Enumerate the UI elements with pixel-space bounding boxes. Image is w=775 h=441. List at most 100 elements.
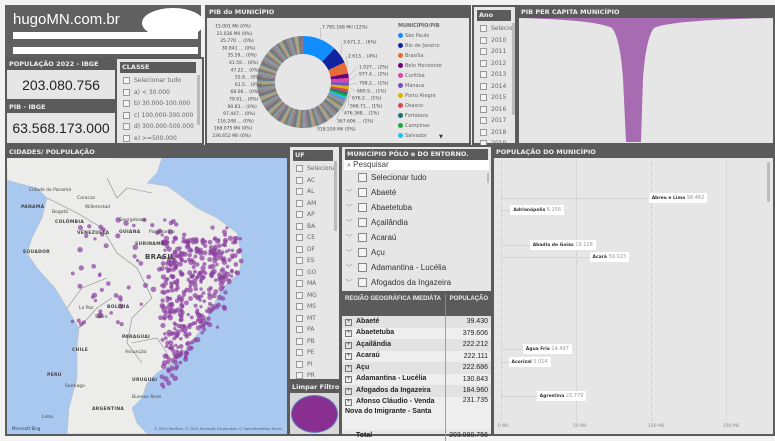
city-dot[interactable] [174, 366, 178, 370]
city-dot[interactable] [221, 280, 225, 284]
legend-item[interactable]: Osasco [398, 101, 442, 111]
city-dot[interactable] [167, 247, 172, 252]
point-label[interactable]: Água Fria 14.497 [523, 344, 572, 354]
city-dot[interactable] [162, 314, 167, 319]
column-header-region[interactable]: REGIÃO GEOGRÁFICA IMEDIÁTA [342, 294, 446, 316]
city-dot[interactable] [197, 295, 201, 299]
city-dot[interactable] [179, 317, 184, 322]
checkbox[interactable] [296, 315, 303, 322]
city-dot[interactable] [222, 305, 227, 310]
city-dot[interactable] [200, 239, 205, 244]
checkbox[interactable] [480, 60, 487, 67]
legend-item[interactable]: Porto Alegre [398, 91, 442, 101]
city-dot[interactable] [210, 270, 215, 275]
city-dot[interactable] [179, 361, 183, 365]
city-dot[interactable] [165, 341, 170, 346]
city-dot[interactable] [173, 327, 176, 330]
city-dot[interactable] [207, 309, 212, 314]
city-dot[interactable] [208, 240, 213, 245]
city-dot[interactable] [160, 323, 165, 328]
city-dot[interactable] [188, 296, 193, 301]
city-dot[interactable] [167, 289, 170, 292]
uf-option[interactable]: PA [292, 324, 337, 336]
city-dot[interactable] [170, 373, 174, 377]
legend-scroll-arrow[interactable]: ▼ [439, 134, 443, 140]
checkbox[interactable] [296, 234, 303, 241]
legend-item[interactable]: Manaus [398, 81, 442, 91]
uf-option[interactable]: MG [292, 290, 337, 302]
city-dot[interactable] [185, 342, 189, 346]
map-attribution[interactable]: © 2024 TomTom, © 2024 Microsoft Corporat… [154, 427, 282, 431]
city-dot[interactable] [164, 310, 169, 315]
city-dot[interactable] [235, 236, 239, 240]
city-dot[interactable] [183, 357, 188, 362]
point-label[interactable]: Adrianópolis 6.256 [510, 205, 564, 215]
city-dot[interactable] [202, 250, 207, 255]
city-dot[interactable] [192, 282, 197, 287]
city-dot[interactable] [94, 299, 97, 302]
city-dot[interactable] [174, 323, 178, 327]
city-dot[interactable] [183, 239, 188, 244]
city-dot[interactable] [207, 287, 212, 292]
city-dot[interactable] [71, 272, 75, 276]
checkbox[interactable] [123, 89, 130, 96]
city-dot[interactable] [171, 267, 175, 271]
checkbox[interactable] [296, 269, 303, 276]
city-dot[interactable] [133, 254, 137, 258]
checkbox[interactable] [480, 83, 487, 90]
checkbox[interactable] [296, 280, 303, 287]
city-dot[interactable] [234, 262, 239, 267]
chevron-down-icon[interactable]: ﹀ [344, 201, 354, 215]
expand-icon[interactable]: + [345, 319, 352, 326]
city-dot[interactable] [199, 305, 202, 308]
uf-option[interactable]: Seleciona... [292, 163, 337, 175]
city-dot[interactable] [104, 243, 109, 248]
city-dot[interactable] [143, 283, 148, 288]
city-dot[interactable] [172, 310, 176, 314]
ano-option[interactable]: 2016 [476, 104, 513, 116]
column-header-population[interactable]: POPULAÇÃO [446, 294, 491, 316]
expand-icon[interactable]: + [345, 388, 352, 395]
city-dot[interactable] [178, 312, 184, 318]
checkbox[interactable] [480, 25, 487, 32]
city-dot[interactable] [228, 236, 233, 241]
uf-option[interactable]: AM [292, 198, 337, 210]
city-dot[interactable] [206, 316, 211, 321]
city-dot[interactable] [227, 258, 231, 262]
chevron-down-icon[interactable]: ﹀ [344, 276, 354, 290]
city-dot[interactable] [158, 315, 163, 320]
uf-option[interactable]: BA [292, 221, 337, 233]
city-dot[interactable] [198, 248, 203, 253]
city-dot[interactable] [169, 344, 174, 349]
city-dot[interactable] [207, 257, 212, 262]
city-dot[interactable] [188, 325, 192, 329]
city-dot[interactable] [210, 225, 214, 229]
city-dot[interactable] [169, 281, 172, 284]
checkbox[interactable] [296, 200, 303, 207]
city-dot[interactable] [196, 312, 200, 316]
city-dot[interactable] [211, 293, 216, 298]
legend-item[interactable]: Rio de Janeiro [398, 41, 442, 51]
city-dot[interactable] [196, 325, 201, 330]
scrollbar[interactable] [487, 173, 489, 183]
city-dot[interactable] [100, 288, 104, 292]
city-dot[interactable] [140, 303, 143, 306]
checkbox[interactable] [296, 361, 303, 368]
city-dot[interactable] [187, 278, 191, 282]
checkbox[interactable] [480, 71, 487, 78]
point-label[interactable]: Abadia de Goiás 19.128 [530, 240, 596, 250]
municipio-option[interactable]: ﹀Adamantina - Lucélia [344, 260, 489, 275]
city-dot[interactable] [227, 249, 230, 252]
city-dot[interactable] [225, 226, 228, 229]
city-dot[interactable] [231, 241, 235, 245]
ano-option[interactable]: 2017 [476, 115, 513, 127]
uf-option[interactable]: PI [292, 359, 337, 371]
checkbox[interactable] [123, 135, 130, 142]
city-dot[interactable] [179, 337, 183, 341]
city-dot[interactable] [173, 360, 178, 365]
city-dot[interactable] [118, 295, 123, 300]
checkbox[interactable] [480, 37, 487, 44]
table-row[interactable]: +Afonso Cláudio - Venda Nova do Imigrant… [342, 397, 491, 430]
checkbox[interactable] [296, 326, 303, 333]
